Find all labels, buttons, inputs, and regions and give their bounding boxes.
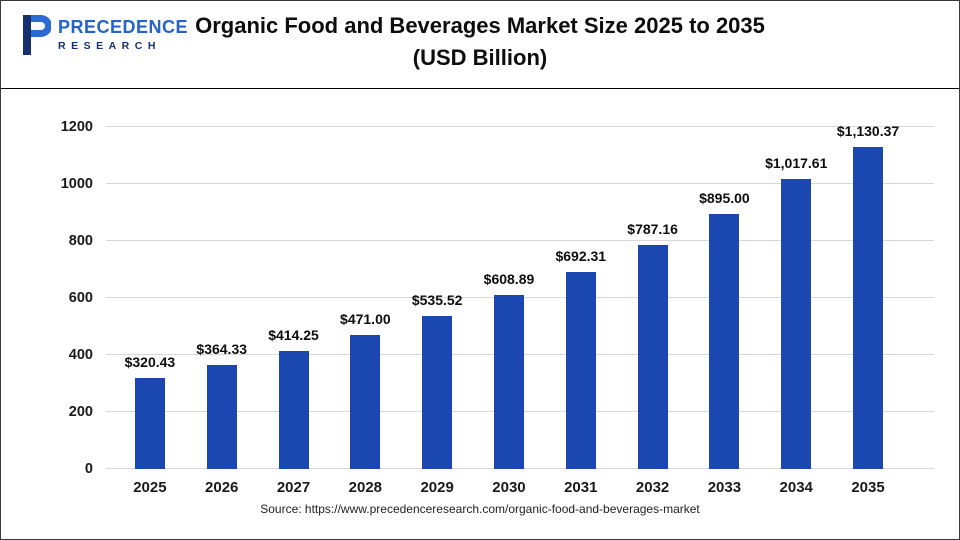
bar-group-2028: $471.00	[329, 127, 401, 469]
x-tick-label-2034: 2034	[779, 479, 813, 496]
x-tick-label-2026: 2026	[205, 479, 239, 496]
header: PRECEDENCE RESEARCH Organic Food and Bev…	[1, 1, 959, 89]
x-tick-label-2033: 2033	[707, 479, 742, 496]
source-text: Source: https://www.precedenceresearch.c…	[260, 502, 700, 516]
bar-group-2025: $320.43	[114, 127, 186, 469]
bar-group-2035: $1,130.37	[832, 123, 904, 469]
chart-subtitle: (USD Billion)	[412, 45, 548, 70]
y-tick-label: 800	[68, 233, 93, 249]
bar-group-2027: $414.25	[258, 127, 330, 469]
y-tick-label: 1000	[60, 176, 93, 192]
bar-2026	[206, 365, 237, 469]
bar-group-2031: $692.31	[545, 127, 617, 469]
value-label-2029: $535.52	[411, 292, 463, 309]
bar-group-2026: $364.33	[186, 127, 258, 469]
bar-group-2034: $1,017.61	[760, 127, 832, 469]
y-tick-label: 1200	[60, 119, 93, 135]
value-label-2030: $608.89	[483, 271, 535, 288]
value-label-2025: $320.43	[124, 353, 176, 370]
bar-2035	[853, 146, 884, 469]
gridline	[106, 126, 934, 127]
y-tick-label: 200	[68, 404, 93, 420]
brand-text: PRECEDENCE RESEARCH	[58, 16, 189, 52]
x-tick-label-2025: 2025	[133, 479, 167, 496]
y-tick-label: 600	[68, 290, 93, 306]
value-label-2033: $895.00	[699, 189, 750, 206]
bar-2031	[565, 271, 596, 469]
bar-2025	[134, 377, 165, 469]
x-tick-label-2032: 2032	[635, 479, 670, 496]
x-tick-label-2035: 2035	[851, 479, 885, 496]
bar-2029	[422, 316, 453, 469]
value-label-2026: $364.33	[196, 341, 248, 358]
bar-2032	[637, 244, 668, 469]
brand-logo: PRECEDENCE RESEARCH	[17, 15, 188, 55]
x-tick-label-2029: 2029	[420, 479, 454, 496]
value-label-2028: $471.00	[340, 310, 391, 327]
bar-2028	[350, 334, 381, 469]
x-tick-label-2031: 2031	[564, 479, 598, 496]
x-axis: 2025 2026 2027 2028 2029 2030 2031 2032 2033 2034…	[114, 479, 904, 496]
precedence-logo-icon	[23, 15, 51, 55]
bar-group-2030: $608.89	[473, 127, 545, 469]
chart-title-block: Organic Food and Beverages Market Size 2…	[1, 13, 959, 71]
value-label-2035: $1,130.37	[836, 122, 900, 139]
x-tick-label-2030: 2030	[492, 479, 526, 496]
value-label-2032: $787.16	[627, 220, 678, 237]
x-tick-label-2027: 2027	[276, 479, 311, 496]
bar-2033	[709, 213, 740, 469]
chart-title: Organic Food and Beverages Market Size 2…	[195, 13, 765, 38]
bar-group-2029: $535.52	[401, 127, 473, 469]
bar-group-2032: $787.16	[617, 127, 689, 469]
bar-2034	[781, 178, 812, 469]
bar-group-2033: $895.00	[689, 127, 761, 469]
bar-2027	[278, 350, 309, 469]
gridline	[106, 183, 934, 184]
brand-subtitle: RESEARCH	[58, 39, 161, 52]
plot-area: 0 200 400 600 800 1000 1200 $320.43 $364.33 $414…	[1, 119, 959, 477]
plot-grid: $320.43 $364.33 $414.25 $471.00 $535.52 $608.…	[106, 123, 934, 469]
value-label-2034: $1,017.61	[765, 154, 828, 171]
bar-2030	[493, 295, 524, 469]
bars-container: $320.43 $364.33 $414.25 $471.00 $535.52 $608.…	[114, 123, 904, 469]
brand-name: PRECEDENCE	[58, 16, 189, 37]
gridline	[106, 240, 934, 241]
y-tick-label: 0	[84, 461, 93, 477]
y-tick-label: 400	[68, 347, 93, 363]
x-tick-label-2028: 2028	[348, 479, 383, 496]
y-axis: 0 200 400 600 800 1000 1200	[1, 119, 93, 477]
value-label-2027: $414.25	[268, 326, 319, 343]
value-label-2031: $692.31	[555, 247, 607, 264]
